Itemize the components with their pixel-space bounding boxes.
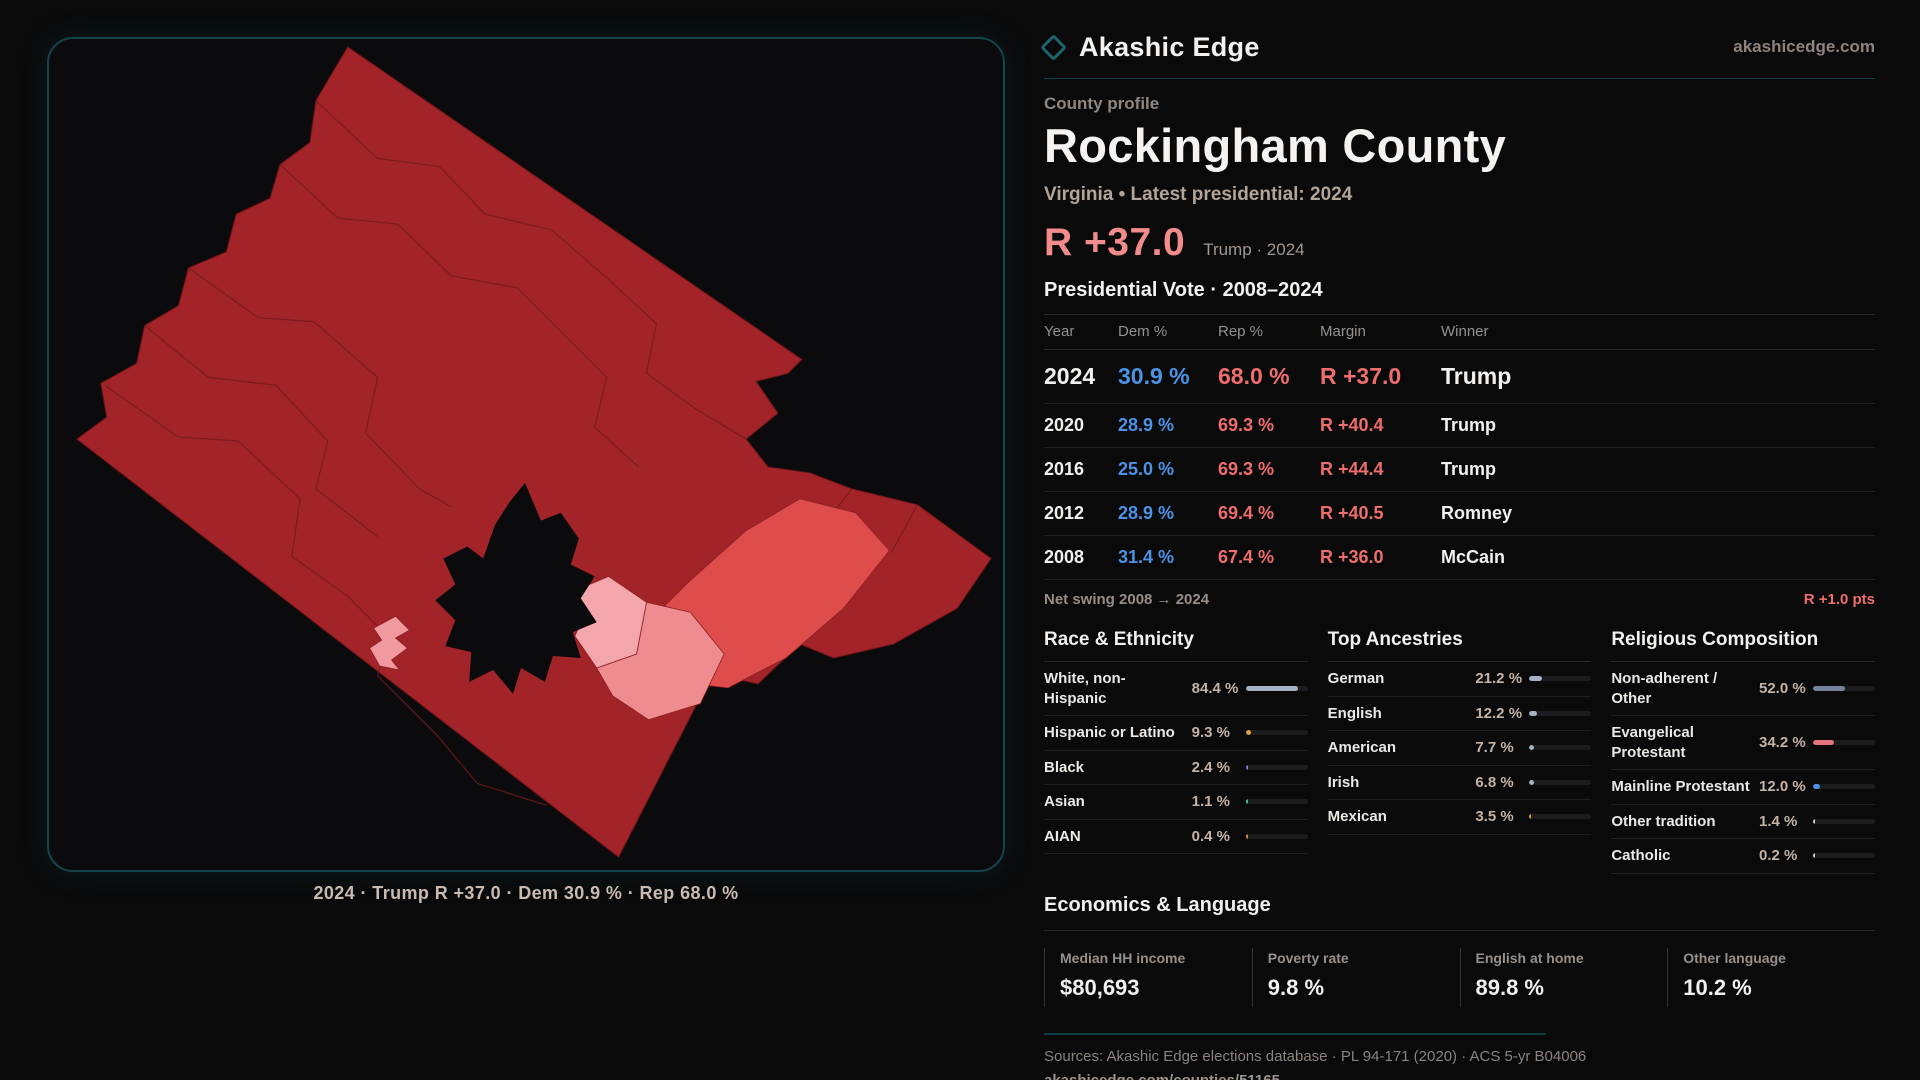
col-winner: Winner: [1441, 323, 1489, 340]
stat-bar: [1245, 730, 1308, 736]
list-item: Other tradition 1.4 %: [1611, 805, 1875, 839]
net-swing-label: Net swing 2008 → 2024: [1044, 591, 1210, 608]
page-title: Rockingham County: [1044, 119, 1507, 172]
section-title: Top Ancestries: [1327, 623, 1592, 662]
section-title: Race & Ethnicity: [1044, 623, 1308, 662]
profile-panel: Akashic Edge akashicedge.com County prof…: [1040, 28, 1875, 1080]
stat-bar: [1529, 710, 1592, 716]
religion-column: Religious Composition Non-adherent / Oth…: [1611, 623, 1875, 874]
list-item: AIAN 0.4 %: [1044, 820, 1308, 854]
stat-bar: [1812, 686, 1875, 691]
list-item: Asian 1.1 %: [1044, 785, 1308, 820]
table-row: 2008 31.4 % 67.4 % R +36.0 McCain: [1044, 536, 1875, 580]
stat-bar: [1245, 833, 1308, 839]
list-item: English 12.2 %: [1327, 697, 1592, 731]
list-item: Catholic 0.2 %: [1611, 839, 1875, 874]
col-year: Year: [1044, 323, 1075, 340]
ancestries-column: Top Ancestries German 21.2 % English 12.…: [1327, 623, 1592, 874]
col-margin: Margin: [1320, 323, 1366, 340]
table-row: 2020 28.9 % 69.3 % R +40.4 Trump: [1044, 404, 1875, 448]
stat-bar: [1529, 745, 1592, 751]
list-item: Hispanic or Latino 9.3 %: [1044, 716, 1308, 751]
economics-divider: [1044, 929, 1875, 931]
independent-city-hole: [435, 482, 597, 694]
table-row: 2024 30.9 % 68.0 % R +37.0 Trump: [1044, 350, 1875, 404]
list-item: Irish 6.8 %: [1327, 766, 1592, 800]
economics-stats: Median HH income $80,693 Poverty rate 9.…: [1044, 947, 1875, 1007]
stat-english-at-home: English at home 89.8 %: [1459, 947, 1668, 1007]
stat-bar: [1245, 764, 1308, 770]
race-ethnicity-column: Race & Ethnicity White, non-Hispanic 84.…: [1044, 623, 1308, 874]
county-shape[interactable]: [76, 46, 992, 858]
stat-bar: [1529, 779, 1592, 785]
precinct-boundaries: [104, 100, 918, 806]
stat-bar: [1529, 814, 1592, 820]
headline-margin-value: R +37.0: [1044, 221, 1186, 264]
county-map-card: [47, 37, 1005, 872]
brand-name: Akashic Edge: [1079, 31, 1260, 62]
header-divider: [1044, 78, 1875, 79]
sources-text: Sources: Akashic Edge elections database…: [1044, 1047, 1587, 1065]
page-subtitle: Virginia • Latest presidential: 2024: [1044, 184, 1353, 205]
net-swing-value: R +1.0 pts: [1803, 591, 1875, 608]
stat-median-income: Median HH income $80,693: [1044, 947, 1252, 1007]
stat-bar: [1812, 818, 1875, 824]
stat-bar: [1812, 853, 1875, 859]
list-item: Evangelical Protestant 34.2 %: [1611, 716, 1875, 770]
stat-bar: [1812, 784, 1875, 790]
table-row: 2012 28.9 % 69.4 % R +40.5 Romney: [1044, 492, 1875, 536]
headline-margin-row: R +37.0 Trump · 2024: [1044, 221, 1875, 265]
net-swing-row: Net swing 2008 → 2024 R +1.0 pts: [1044, 580, 1875, 621]
headline-margin-note: Trump · 2024: [1203, 240, 1305, 259]
table-row: 2016 25.0 % 69.3 % R +44.4 Trump: [1044, 448, 1875, 492]
list-item: Mainline Protestant 12.0 %: [1611, 770, 1875, 805]
county-precinct-map[interactable]: [49, 39, 1003, 870]
stat-bar: [1529, 676, 1592, 682]
list-item: Black 2.4 %: [1044, 751, 1308, 785]
vote-table-title: Presidential Vote · 2008–2024: [1044, 279, 1323, 301]
brand-header: Akashic Edge akashicedge.com: [1040, 28, 1875, 66]
stat-other-language: Other language 10.2 %: [1667, 947, 1875, 1007]
list-item: White, non-Hispanic 84.4 %: [1044, 662, 1308, 716]
stat-bar: [1245, 799, 1308, 805]
section-title: Religious Composition: [1611, 623, 1875, 662]
vote-table-header: Year Dem % Rep % Margin Winner: [1044, 315, 1875, 350]
map-caption: 2024 · Trump R +37.0 · Dem 30.9 % · Rep …: [313, 883, 739, 903]
presidential-vote-table: Year Dem % Rep % Margin Winner 2024 30.9…: [1044, 314, 1875, 580]
list-item: American 7.7 %: [1327, 731, 1592, 766]
permalink[interactable]: akashicedge.com/counties/51165: [1044, 1071, 1280, 1080]
stat-bar: [1812, 740, 1875, 745]
stat-poverty-rate: Poverty rate 9.8 %: [1251, 947, 1460, 1007]
col-rep: Rep %: [1218, 323, 1264, 340]
precinct-town-pink[interactable]: [369, 615, 411, 671]
footer-divider: [1044, 1032, 1546, 1035]
economics-title: Economics & Language: [1044, 893, 1271, 916]
list-item: German 21.2 %: [1327, 662, 1592, 697]
demographics-section: Race & Ethnicity White, non-Hispanic 84.…: [1044, 623, 1875, 874]
county-profile-eyebrow: County profile: [1044, 94, 1160, 113]
list-item: Mexican 3.5 %: [1327, 800, 1592, 835]
col-dem: Dem %: [1118, 323, 1168, 340]
brand-domain-link[interactable]: akashicedge.com: [1733, 37, 1875, 56]
brand-diamond-icon: [1040, 33, 1067, 61]
list-item: Non-adherent / Other 52.0 %: [1611, 662, 1875, 716]
stat-bar: [1245, 686, 1308, 691]
